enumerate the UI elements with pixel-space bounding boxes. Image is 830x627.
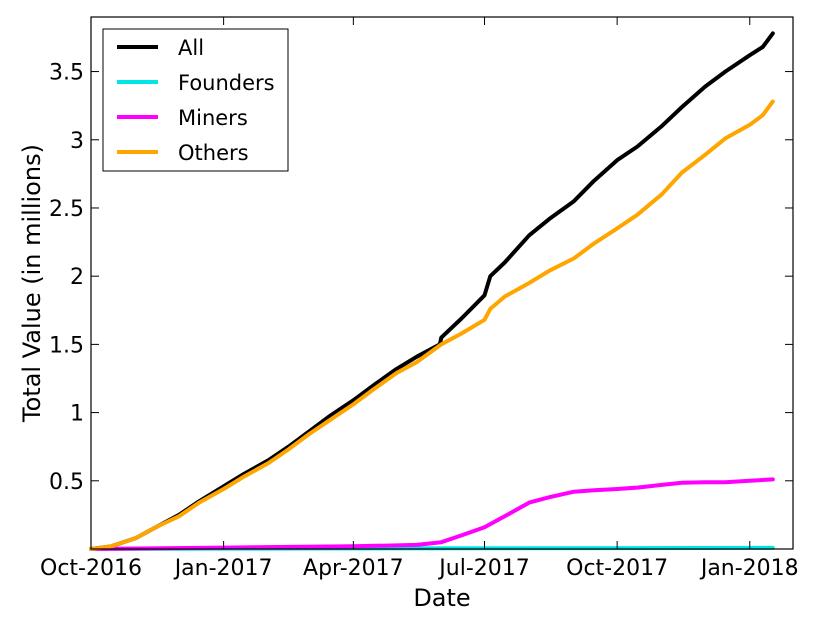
x-tick-label: Jul-2017	[437, 556, 529, 581]
y-tick-label: 3.5	[49, 61, 84, 86]
x-axis-title: Date	[413, 584, 470, 612]
legend: All Founders Miners Others	[102, 28, 289, 172]
x-tick-label: Jan-2017	[173, 556, 273, 581]
y-tick-label: 1.5	[49, 333, 84, 358]
legend-label-miners: Miners	[178, 106, 248, 130]
x-tick-label: Oct-2016	[40, 556, 142, 581]
y-tick-label: 2	[70, 265, 84, 290]
plot-frame	[90, 16, 794, 550]
legend-label-all: All	[178, 36, 204, 60]
y-tick-label: 2.5	[49, 197, 84, 222]
tick-layer: Oct-2016 Jan-2017 Apr-2017 Jul-2017 Oct-2017…	[40, 17, 799, 581]
legend-label-others: Others	[178, 141, 249, 165]
x-tick-label: Oct-2017	[566, 556, 668, 581]
y-tick-label: 1	[70, 402, 84, 427]
x-tick-label: Apr-2017	[303, 556, 404, 581]
x-tick-label: Jan-2018	[699, 556, 799, 581]
legend-label-founders: Founders	[178, 71, 275, 95]
y-tick-label: 0.5	[49, 470, 84, 495]
y-axis-title: Total Value (in millions)	[18, 144, 46, 423]
series-line-others	[89, 99, 775, 551]
series-line-miners	[89, 477, 775, 551]
y-tick-label: 3	[70, 129, 84, 154]
legend-box	[102, 28, 289, 172]
